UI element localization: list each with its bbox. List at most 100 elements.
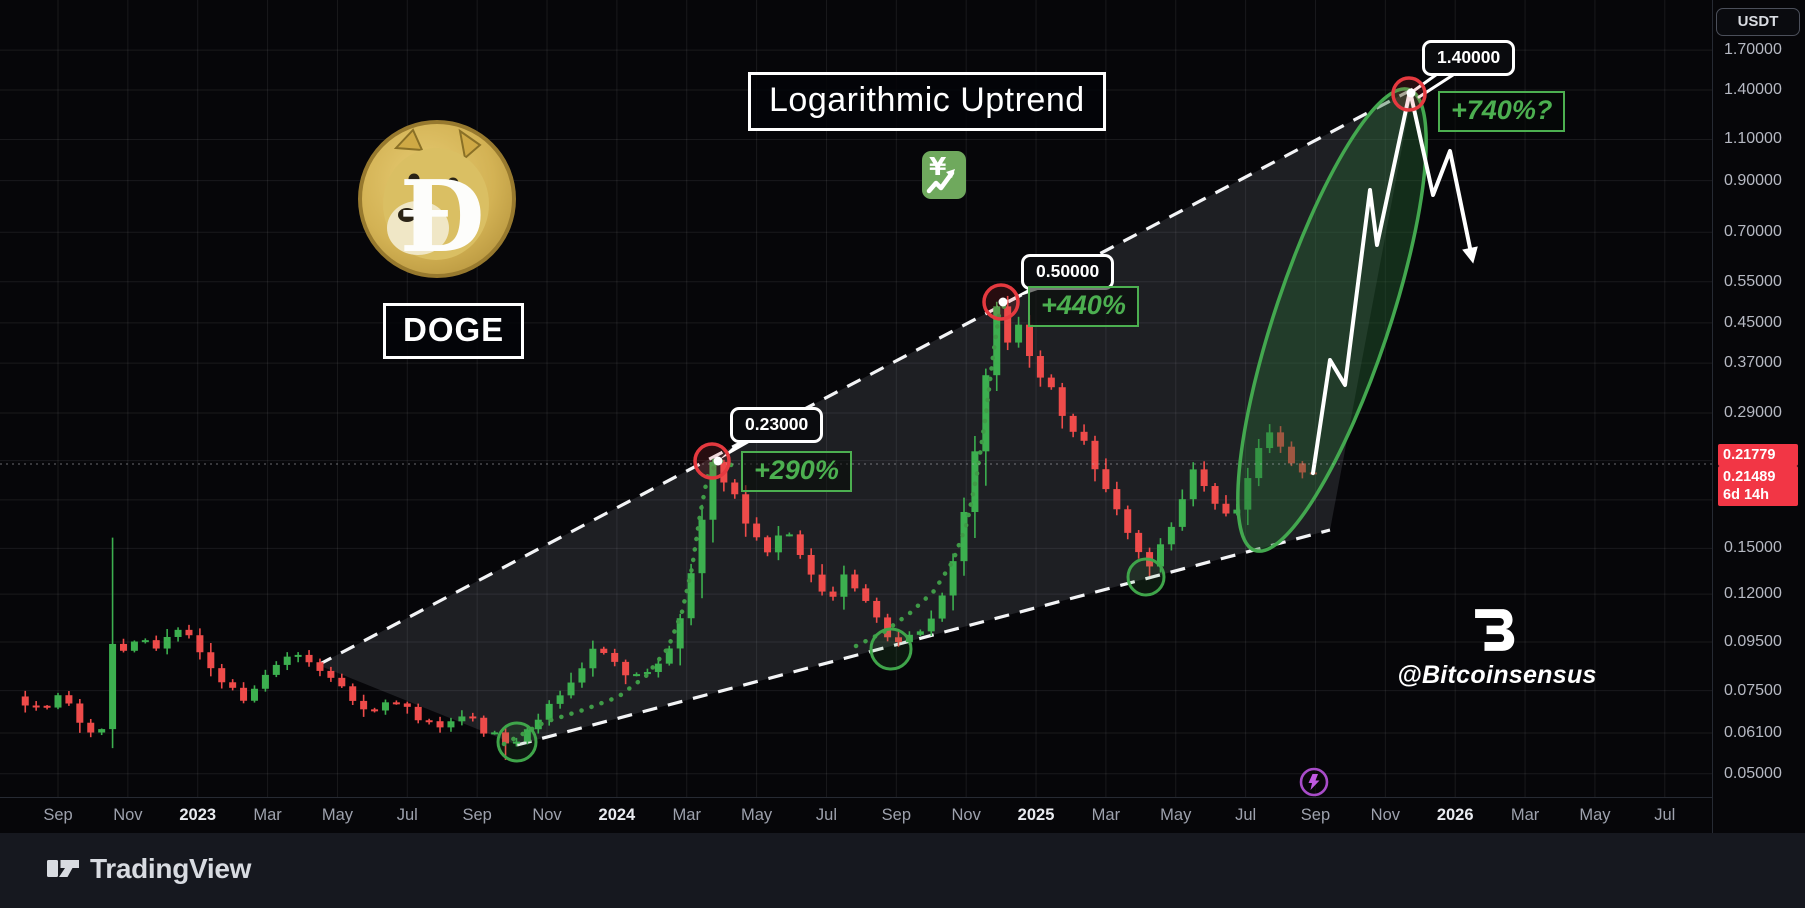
tradingview-logo[interactable]: TradingView [46, 853, 251, 885]
time-tick-month: May [1160, 806, 1192, 824]
candle-body [1266, 432, 1274, 449]
candle-body [327, 670, 335, 678]
candle-body [32, 705, 40, 708]
candle-body [1135, 532, 1143, 553]
candle-body [1298, 463, 1306, 473]
candle-body [927, 618, 935, 632]
candle-body [993, 306, 1001, 376]
lightning-icon[interactable] [1296, 764, 1332, 805]
footer-bar: TradingView [0, 833, 1805, 908]
candle-body [916, 631, 924, 635]
candle-body [1025, 324, 1033, 357]
candle-body [218, 668, 226, 683]
candle-body [87, 722, 95, 733]
candle-body [76, 703, 84, 723]
candle-body [425, 720, 433, 723]
candle-body [742, 494, 750, 524]
candle-body [1004, 306, 1012, 343]
price-tick-label: 0.06100 [1724, 723, 1782, 741]
candle-body [338, 677, 346, 687]
chart-canvas[interactable] [0, 0, 1712, 797]
time-tick-month: Mar [1091, 806, 1121, 824]
candle-body [982, 375, 990, 452]
price-tick-label: 0.45000 [1724, 313, 1782, 331]
candle-body [163, 636, 171, 649]
candle-body [862, 588, 870, 601]
price-tick-label: 0.05000 [1724, 764, 1782, 782]
candle-body [764, 537, 772, 553]
candle-body [480, 717, 488, 734]
candle-body [1102, 469, 1110, 490]
time-tick-year: 2026 [1436, 806, 1474, 824]
candle-body [1113, 489, 1121, 510]
candle-body [545, 703, 553, 720]
candle-body [436, 721, 444, 728]
candle-body [141, 640, 149, 643]
doge-coin-icon: Đ [356, 118, 518, 285]
time-axis[interactable]: Sep Nov 2023 Mar May Jul Sep Nov 2024 Mar May Jul Se… [0, 797, 1712, 834]
candle-body [1222, 503, 1230, 514]
candle-body [1277, 432, 1285, 447]
percent-gain-label[interactable]: +290% [741, 451, 852, 492]
candle-body [109, 643, 117, 730]
candle-body [1058, 387, 1066, 416]
candle-body [152, 640, 160, 649]
candle-body [556, 695, 564, 704]
candle-body [119, 643, 127, 651]
candle-body [272, 664, 280, 675]
resistance-touch-circle [693, 442, 731, 480]
plot-background [0, 0, 1805, 833]
candle-body [1211, 486, 1219, 504]
candle-body [261, 674, 269, 689]
parabolic-dotted-curve [501, 458, 737, 747]
candle-body [774, 535, 782, 553]
time-tick-year: 2023 [179, 806, 217, 824]
watermark-handle: @Bitcoinsensus [1397, 661, 1597, 689]
candle-body [469, 716, 477, 719]
currency-toggle-button[interactable]: USDT [1716, 8, 1800, 36]
percent-gain-label[interactable]: +740%? [1438, 91, 1566, 132]
time-tick-month: Jul [815, 806, 837, 824]
candle-body [851, 574, 859, 589]
time-tick-month: Sep [43, 806, 73, 824]
candle-body [665, 648, 673, 664]
time-tick-month: Sep [462, 806, 492, 824]
candle-body [294, 654, 302, 657]
time-tick-month: May [321, 806, 354, 824]
percent-gain-label[interactable]: +440% [1028, 286, 1139, 327]
price-tick-label: 0.12000 [1724, 585, 1782, 603]
time-tick-month: Mar [672, 806, 701, 824]
time-tick-month: Nov [951, 806, 981, 824]
last-price-badge: 0.21779 [1718, 444, 1798, 466]
time-tick-month: Jul [396, 806, 418, 824]
projection-arrowhead [1462, 246, 1478, 264]
touch-point-dot [998, 297, 1008, 307]
candle-body [414, 706, 422, 721]
candle-body [1189, 469, 1197, 500]
time-tick-month: Jul [1654, 806, 1676, 824]
candle-body [185, 629, 193, 636]
svg-text:¥: ¥ [929, 152, 947, 181]
price-callout-bubble[interactable]: 0.50000 [1021, 254, 1115, 290]
price-callout-bubble[interactable]: 0.23000 [730, 407, 824, 443]
candle-body [240, 687, 248, 701]
candle-body [502, 732, 510, 744]
candle-body [654, 663, 662, 672]
price-callout-bubble[interactable]: 1.40000 [1422, 40, 1516, 76]
candle-body [392, 702, 400, 705]
candle-body [611, 652, 619, 662]
price-tick-label: 0.90000 [1724, 171, 1782, 189]
candle-body [895, 637, 903, 643]
candle-body [600, 648, 608, 653]
price-axis[interactable]: 1.70000 1.40000 1.10000 0.90000 0.70000 0.550… [1712, 0, 1805, 833]
candle-body [633, 674, 641, 677]
candle-body [731, 482, 739, 495]
candle-body [785, 534, 793, 537]
candle-body [54, 695, 62, 708]
price-tick-label: 1.10000 [1724, 130, 1782, 148]
candle-body [676, 618, 684, 649]
candle-body [447, 721, 455, 728]
candle-body [305, 654, 313, 663]
time-tick-year: 2025 [1017, 806, 1055, 824]
candle-body [534, 719, 542, 730]
